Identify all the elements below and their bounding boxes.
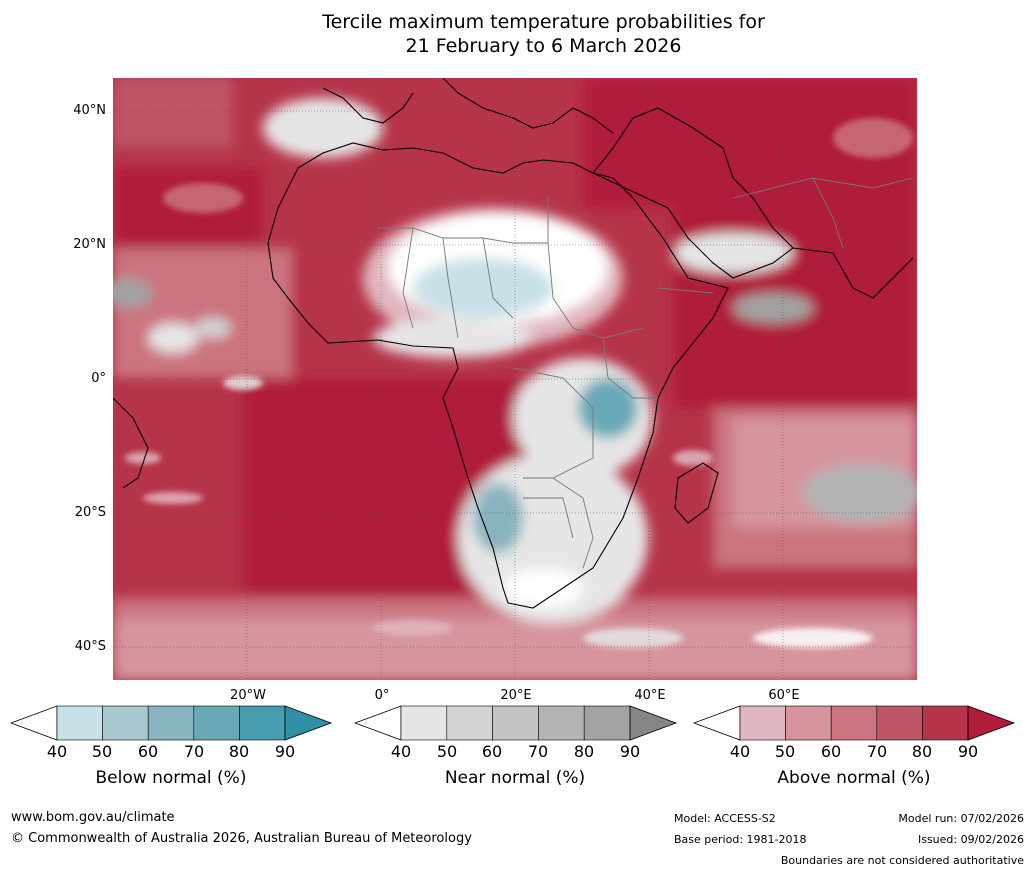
colorbar-near-segment xyxy=(400,705,448,741)
lon-label-20w: 20°W xyxy=(230,688,266,703)
colorbar-near-segment xyxy=(538,705,585,741)
tick-above-70: 70 xyxy=(866,742,888,761)
lat-label-40n: 40°N xyxy=(73,103,106,118)
colorbar-near-segment xyxy=(492,705,539,741)
colorbar-above-segment xyxy=(785,705,832,741)
colorbar-below-segment xyxy=(56,705,103,741)
colorbar-below xyxy=(9,705,333,741)
tick-above-90: 90 xyxy=(957,742,979,761)
country-borders xyxy=(378,177,914,569)
boundaries-disclaimer: Boundaries are not considered authoritat… xyxy=(780,854,1024,867)
colorbar-below-segment xyxy=(147,705,195,741)
colorbar-near-segment xyxy=(583,705,631,741)
model-run-date: Model run: 07/02/2026 xyxy=(898,812,1024,825)
tick-above-60: 60 xyxy=(820,742,842,761)
title-line-2: 21 February to 6 March 2026 xyxy=(405,35,682,57)
lat-label-20n: 20°N xyxy=(73,237,106,252)
colorbar-below-min-arrow xyxy=(9,705,58,741)
graticule xyxy=(113,78,917,680)
probability-map xyxy=(113,78,917,680)
colorbar-above-segment xyxy=(876,705,923,741)
colorbar-below-segment xyxy=(193,705,240,741)
coastlines xyxy=(113,78,914,609)
tick-near-40: 40 xyxy=(390,742,412,761)
map-svg xyxy=(113,78,917,680)
copyright-text: © Commonwealth of Australia 2026, Austra… xyxy=(11,831,472,846)
tick-above-50: 50 xyxy=(774,742,796,761)
tick-below-80: 80 xyxy=(228,742,250,761)
lon-label-60e: 60°E xyxy=(768,688,800,703)
base-period: Base period: 1981-2018 xyxy=(674,833,807,846)
colorbar-above-segment xyxy=(922,705,969,741)
colorbar-above xyxy=(692,705,1016,741)
lon-label-0: 0° xyxy=(374,688,390,703)
tick-below-60: 60 xyxy=(137,742,159,761)
colorbar-below-label: Below normal (%) xyxy=(95,768,247,788)
colorbar-below-max-arrow xyxy=(284,705,333,741)
tick-near-70: 70 xyxy=(527,742,549,761)
tick-below-90: 90 xyxy=(274,742,296,761)
website-link[interactable]: www.bom.gov.au/climate xyxy=(11,810,175,825)
lon-label-20e: 20°E xyxy=(500,688,532,703)
tick-below-70: 70 xyxy=(183,742,205,761)
issued-date: Issued: 09/02/2026 xyxy=(917,833,1024,846)
colorbar-above-min-arrow xyxy=(692,705,741,741)
colorbar-near-max-arrow xyxy=(629,705,678,741)
speckle-noise xyxy=(125,118,913,648)
colorbar-above-segment xyxy=(830,705,878,741)
tick-below-50: 50 xyxy=(91,742,113,761)
tick-below-40: 40 xyxy=(46,742,68,761)
map-title: Tercile maximum temperature probabilitie… xyxy=(0,10,1035,58)
model-name: Model: ACCESS-S2 xyxy=(674,812,776,825)
tick-above-40: 40 xyxy=(729,742,751,761)
tick-near-50: 50 xyxy=(436,742,458,761)
colorbar-above-max-arrow xyxy=(967,705,1016,741)
colorbars xyxy=(9,705,1016,741)
colorbar-near-label: Near normal (%) xyxy=(444,768,586,788)
colorbar-above-label: Above normal (%) xyxy=(777,768,931,788)
tick-near-60: 60 xyxy=(481,742,503,761)
colorbar-near xyxy=(353,705,678,741)
tick-near-80: 80 xyxy=(573,742,595,761)
colorbar-below-segment xyxy=(102,705,149,741)
tick-above-80: 80 xyxy=(911,742,933,761)
colorbar-near-min-arrow xyxy=(353,705,402,741)
tick-near-90: 90 xyxy=(619,742,641,761)
colorbar-above-segment xyxy=(739,705,786,741)
lat-label-40s: 40°S xyxy=(74,639,106,654)
lat-label-0: 0° xyxy=(91,371,106,386)
lon-label-40e: 40°E xyxy=(634,688,666,703)
title-line-1: Tercile maximum temperature probabilitie… xyxy=(322,11,765,33)
lat-label-20s: 20°S xyxy=(74,505,106,520)
colorbar-near-segment xyxy=(446,705,493,741)
colorbar-below-segment xyxy=(239,705,286,741)
